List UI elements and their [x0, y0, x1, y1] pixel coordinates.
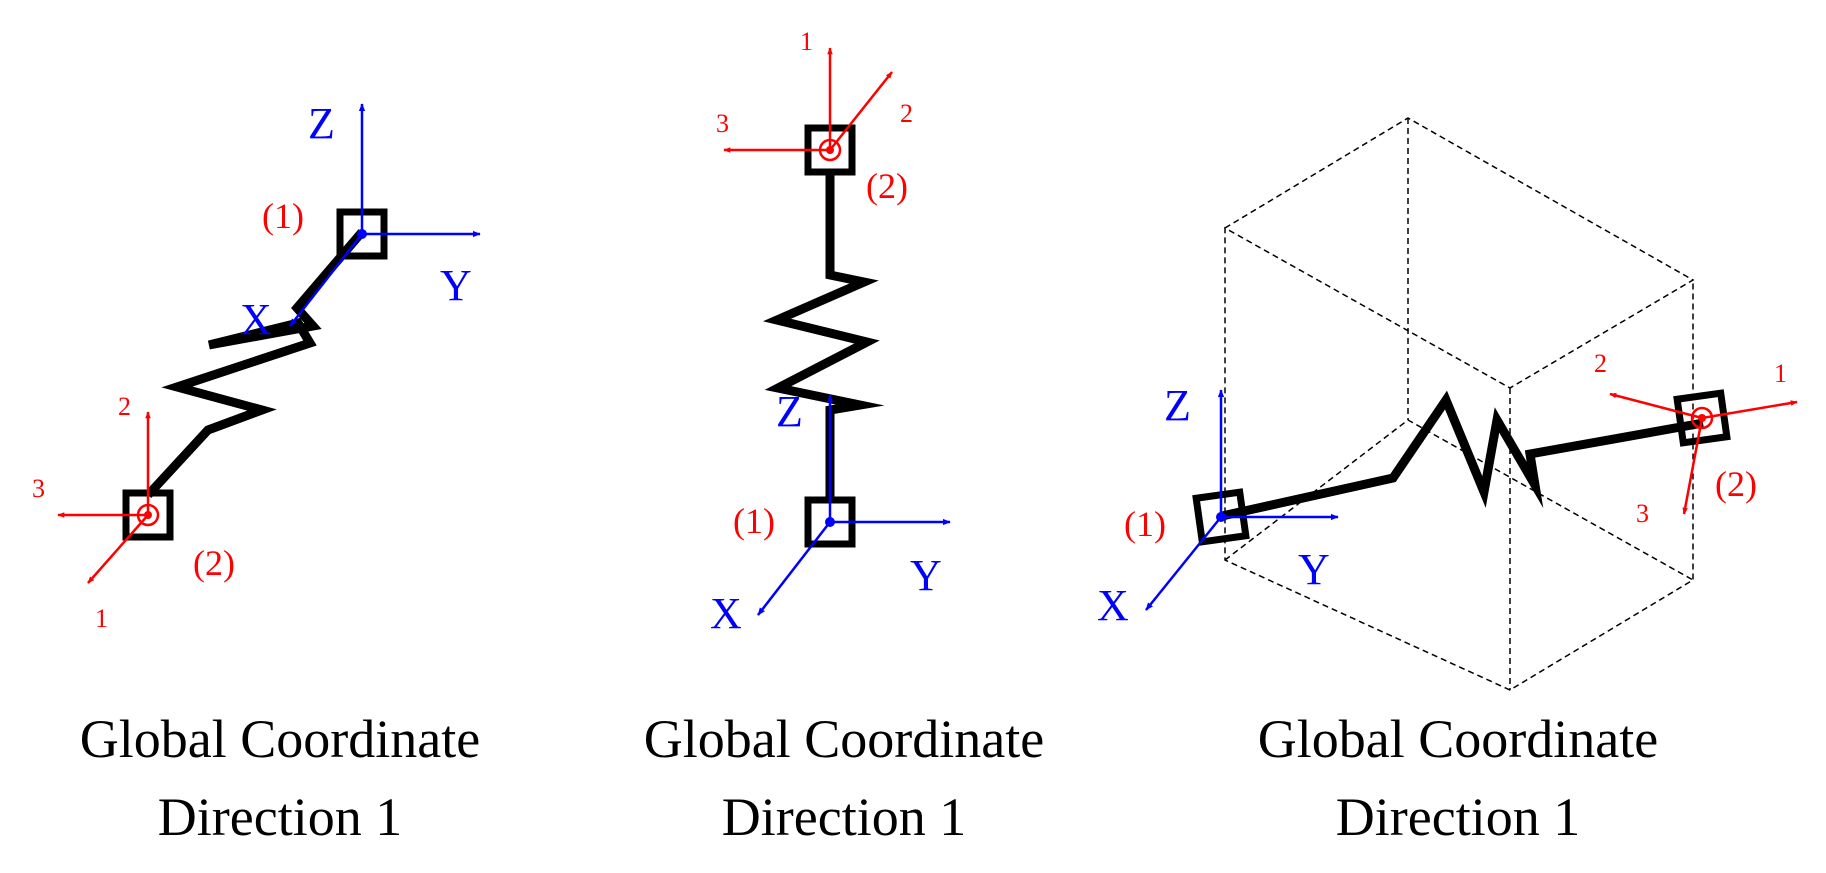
- global-z-label: Z: [776, 387, 803, 436]
- local-3-label: 3: [1636, 499, 1649, 528]
- local-3-label: 3: [716, 109, 729, 138]
- local-axes: [1609, 392, 1798, 515]
- node-2-origin: [1698, 414, 1706, 422]
- global-y-label: Y: [440, 261, 472, 310]
- global-x-axis: [289, 233, 363, 327]
- panel-1: Z Y X (1) (2) 2 3 1: [32, 99, 481, 633]
- global-y-label: Y: [910, 551, 942, 600]
- node-2-label: (2): [193, 543, 235, 583]
- local-1-axis: [87, 514, 149, 584]
- node-2-local-ring: [136, 503, 160, 527]
- global-x-axis: [1145, 516, 1222, 611]
- panel-3-caption: Global Coordinate Direction 1: [1178, 700, 1738, 856]
- node-1-origin: [825, 517, 835, 527]
- global-axes: [757, 394, 951, 616]
- node-1-label: (1): [1124, 504, 1166, 544]
- node-2-label: (2): [1715, 464, 1757, 504]
- node-1-origin: [1216, 512, 1226, 522]
- node-2-origin: [826, 146, 834, 154]
- global-x-axis: [757, 521, 831, 616]
- spring-element: [762, 172, 885, 500]
- local-3-axis: [1682, 417, 1704, 515]
- global-axes: [289, 103, 481, 327]
- caption-line-2: Direction 1: [157, 787, 403, 847]
- caption-line-1: Global Coordinate: [643, 709, 1045, 769]
- node-2-origin: [144, 511, 152, 519]
- global-axes: [1145, 389, 1339, 611]
- bounding-box: [1224, 117, 1695, 691]
- global-x-label: X: [240, 295, 272, 344]
- local-axes: [57, 411, 160, 584]
- panel-3: Z Y X (1) (2) 1 2 3: [1097, 117, 1798, 691]
- node-2-local-ring: [818, 138, 842, 162]
- local-2-axis: [829, 71, 893, 151]
- local-2-label: 2: [118, 392, 131, 421]
- caption-line-1: Global Coordinate: [79, 709, 481, 769]
- local-2-axis: [1609, 392, 1703, 420]
- global-y-label: Y: [1298, 545, 1330, 594]
- caption-line-2: Direction 1: [1335, 787, 1581, 847]
- global-z-label: Z: [1164, 381, 1191, 430]
- local-1-label: 1: [1774, 359, 1787, 388]
- local-2-label: 2: [900, 99, 913, 128]
- local-2-label: 2: [1594, 349, 1607, 378]
- node-1-box: [1192, 488, 1250, 546]
- node-2-label: (2): [866, 166, 908, 206]
- global-z-label: Z: [308, 99, 335, 148]
- local-1-label: 1: [95, 604, 108, 633]
- spring-element: [144, 229, 366, 499]
- panel-2: Z Y X (1) (2) 1 2 3: [710, 27, 951, 638]
- local-1-label: 1: [800, 27, 813, 56]
- local-1-axis: [1701, 400, 1798, 420]
- panel-1-caption: Global Coordinate Direction 1: [0, 700, 560, 856]
- global-x-label: X: [1097, 581, 1129, 630]
- local-axes: [723, 47, 893, 162]
- panel-2-caption: Global Coordinate Direction 1: [564, 700, 1124, 856]
- node-1-label: (1): [733, 501, 775, 541]
- caption-line-2: Direction 1: [721, 787, 967, 847]
- global-x-label: X: [710, 589, 742, 638]
- node-1-origin: [357, 229, 367, 239]
- caption-line-1: Global Coordinate: [1257, 709, 1659, 769]
- node-1-label: (1): [262, 196, 304, 236]
- node-2-local-ring: [1690, 406, 1714, 430]
- spring-element: [1221, 390, 1704, 521]
- local-3-label: 3: [32, 474, 45, 503]
